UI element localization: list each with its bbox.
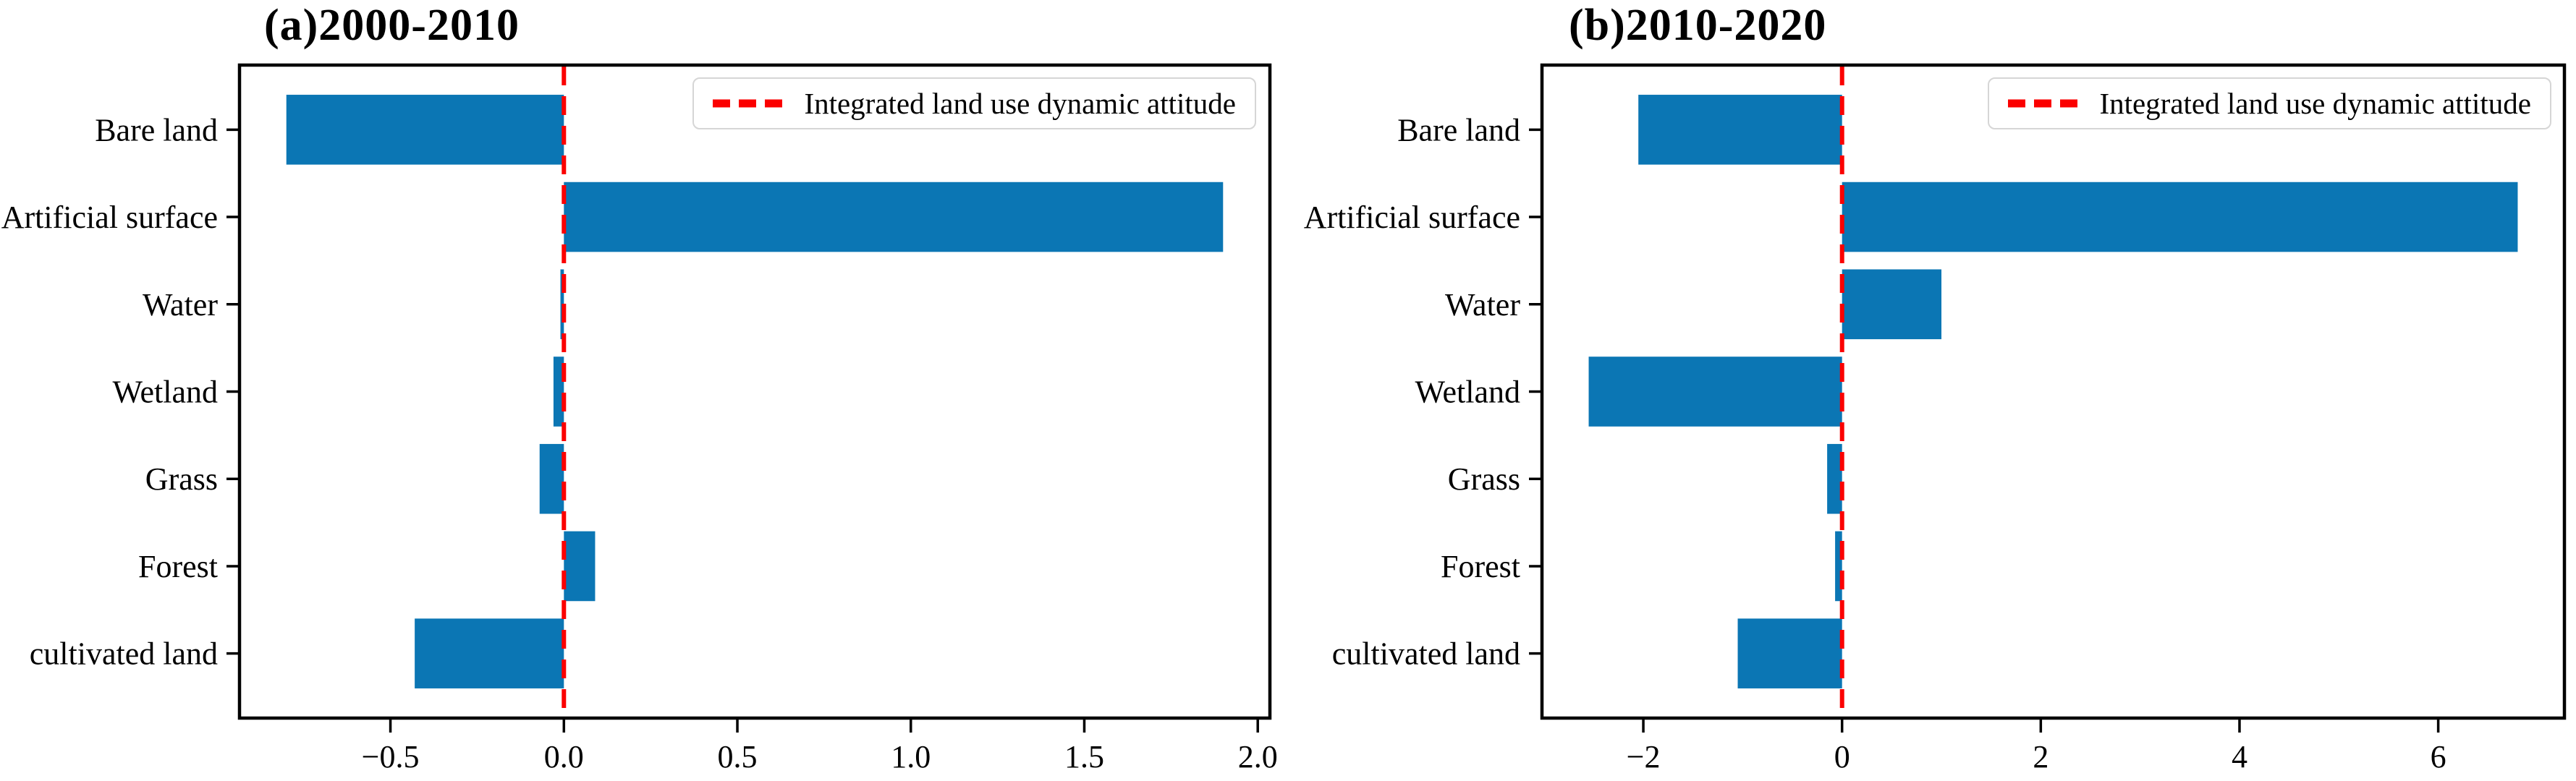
y-axis: Bare land Artificial surface Water Wetland G… [1,112,239,672]
bar-cultivated-land [1737,618,1842,688]
bar-wetland [1588,357,1842,427]
y-category-label: cultivated land [30,636,218,672]
y-category-label: Artificial surface [1,200,218,235]
y-category-label: Forest [138,549,218,584]
x-tick-label: 0 [1834,739,1850,774]
x-axis: −0.5 0.0 0.5 1.0 1.5 2.0 [362,720,1278,774]
x-tick-label: 4 [2232,739,2247,774]
y-category-label: Wetland [112,375,218,410]
y-category-label: Wetland [1415,375,1520,410]
x-tick-label: 2 [2033,739,2048,774]
y-category-label: cultivated land [1332,636,1520,672]
x-tick-label: 1.0 [891,739,931,774]
y-category-label: Grass [145,461,218,497]
x-tick-label: 0.5 [718,739,758,774]
x-tick-label: 2.0 [1238,739,1278,774]
y-category-label: Forest [1441,549,1520,584]
y-category-label: Grass [1448,461,1520,497]
y-category-label: Bare land [95,112,218,148]
bar-grass [539,443,564,514]
x-tick-label: 1.5 [1064,739,1104,774]
y-category-label: Water [143,287,218,323]
legend-label-a: Integrated land use dynamic attitude [804,87,1236,120]
legend-a: Integrated land use dynamic attitude [692,77,1256,129]
chart-b: −2 0 2 4 6 Bare land Artificial surface Water We… [1304,63,2567,774]
bars-group [1588,95,2518,688]
x-tick-label: 6 [2431,739,2446,774]
bar-forest [1835,531,1842,602]
bar-water [1842,269,1942,340]
bar-bare-land [1638,95,1842,165]
bar-grass [1827,443,1842,514]
bar-cultivated-land [415,618,564,688]
legend-dashed-line-icon [713,99,783,108]
chart-title-b: (b)2010-2020 [1569,1,1827,50]
legend-dashed-line-icon [2008,99,2078,108]
y-category-label: Artificial surface [1304,200,1520,235]
y-axis: Bare land Artificial surface Water Wetland G… [1304,112,1541,672]
x-axis: −2 0 2 4 6 [1627,720,2446,774]
bars-group [286,95,1224,688]
legend-b: Integrated land use dynamic attitude [1988,77,2551,129]
x-tick-label: −0.5 [362,739,420,774]
y-category-label: Water [1445,287,1520,323]
bar-bare-land [286,95,564,165]
axes-spines [237,63,1272,720]
bar-forest [564,531,596,602]
y-category-label: Bare land [1397,112,1520,148]
bar-artificial-surface [1842,182,2518,252]
bar-artificial-surface [564,182,1224,252]
chart-title-a: (a)2000-2010 [264,1,520,50]
bar-wetland [553,357,564,427]
axes-spines [1540,63,2567,720]
legend-label-b: Integrated land use dynamic attitude [2099,87,2531,120]
chart-a: −0.5 0.0 0.5 1.0 1.5 2.0 Bare land Artificial s… [1,63,1278,774]
x-tick-label: 0.0 [544,739,584,774]
x-tick-label: −2 [1627,739,1661,774]
